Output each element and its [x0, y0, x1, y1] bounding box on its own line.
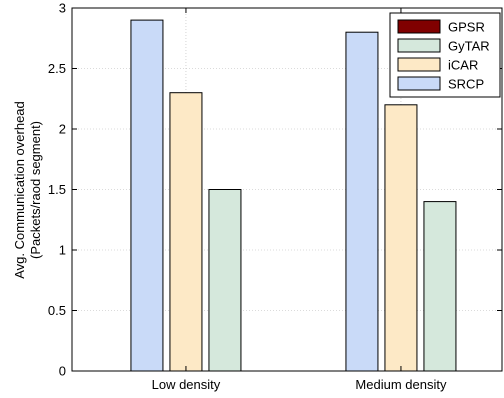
x-tick-label: Medium density [355, 377, 447, 392]
y-tick-label: 1.5 [48, 182, 66, 197]
y-tick-label: 2.5 [48, 61, 66, 76]
bar-gytar-0 [208, 189, 242, 372]
legend-swatch-gytar [397, 38, 441, 53]
x-tick-labels: Low density Medium density [152, 377, 447, 392]
y-tick-label: 0.5 [48, 303, 66, 318]
y-tick-label: 2 [59, 122, 66, 137]
legend-label-srcp: SRCP [448, 77, 484, 92]
bar-srcp-1 [345, 31, 379, 372]
bar-icar-1 [384, 104, 418, 372]
y-axis-label: Avg. Communication overhead (Packets/rao… [12, 101, 43, 279]
legend-swatch-icar [397, 57, 441, 72]
bar-srcp-0 [130, 19, 164, 372]
legend: GPSR GyTAR iCAR SRCP [389, 12, 501, 98]
legend-label-icar: iCAR [448, 58, 478, 73]
y-axis-label-line-2: (Packets/raod segment) [28, 121, 43, 259]
y-tick-labels: 0 0.5 1 1.5 2 2.5 3 [48, 1, 66, 379]
bars [130, 19, 457, 372]
legend-label-gpsr: GPSR [448, 20, 485, 35]
legend-label-gytar: GyTAR [448, 39, 490, 54]
y-axis-label-line-1: Avg. Communication overhead [12, 101, 27, 279]
axes [71, 7, 503, 372]
x-tick-label: Low density [152, 377, 221, 392]
y-tick-label: 0 [59, 364, 66, 379]
legend-swatch-srcp [397, 76, 441, 91]
y-tick-label: 3 [59, 1, 66, 16]
y-tick-label: 1 [59, 243, 66, 258]
bar-icar-0 [169, 92, 203, 372]
legend-swatch-gpsr [397, 19, 441, 34]
bar-gytar-1 [423, 201, 457, 372]
